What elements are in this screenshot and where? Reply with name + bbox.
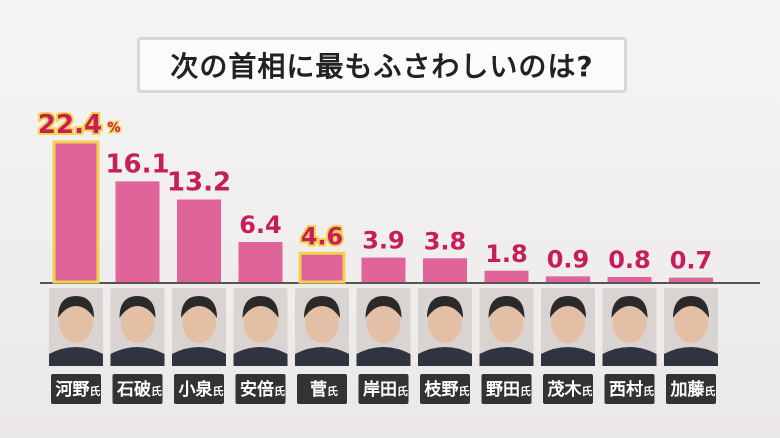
name-tag-4	[297, 374, 347, 404]
bar-0	[52, 140, 100, 284]
bar-9	[607, 277, 652, 282]
name-tag-7	[481, 374, 532, 404]
portrait-suit-3	[233, 347, 288, 366]
value-label-6: 3.8	[424, 227, 467, 255]
name-tag-label-3: 安倍氏	[240, 379, 285, 400]
value-label-10: 0.7	[670, 247, 713, 275]
name-tag-0	[51, 374, 101, 404]
portrait-suit-10	[664, 347, 718, 366]
bar-3	[238, 242, 283, 282]
portrait-face-7	[489, 301, 524, 343]
bar-10	[669, 277, 713, 282]
portrait-suit-9	[602, 347, 657, 366]
value-label-0: 22.4	[38, 110, 102, 140]
portrait-hair-8	[550, 296, 586, 318]
portrait-hair-6	[427, 296, 463, 318]
value-label-4: 4.6	[301, 222, 344, 250]
bar-4	[298, 251, 346, 284]
portrait-suit-5	[356, 347, 411, 366]
portrait-suit-6	[418, 347, 472, 366]
name-tag-10	[666, 374, 716, 404]
portrait-face-6	[428, 301, 462, 343]
name-tag-9	[604, 374, 655, 404]
portrait-hair-1	[119, 296, 156, 318]
name-tag-5	[358, 374, 409, 404]
portrait-hair-9	[611, 296, 648, 318]
name-tag-label-5: 岸田氏	[363, 379, 408, 400]
portrait-suit-4	[295, 347, 349, 366]
portrait-hair-0	[58, 296, 94, 318]
portrait-hair-2	[181, 296, 217, 318]
name-tag-label-2: 小泉氏	[179, 379, 224, 400]
name-tag-3	[235, 374, 286, 404]
bar-5	[361, 257, 406, 282]
portrait-face-1	[120, 301, 155, 343]
value-label-3: 6.4	[239, 211, 282, 239]
bar-7	[484, 270, 529, 282]
bar-1	[115, 181, 160, 282]
value-label-5: 3.9	[362, 227, 405, 255]
name-tag-label-10: 加藤氏	[670, 380, 716, 400]
portrait-face-0	[59, 301, 93, 343]
portrait-hair-5	[365, 296, 402, 318]
value-label-9: 0.8	[608, 246, 651, 274]
portrait-suit-8	[541, 347, 595, 366]
chart-title: 次の首相に最もふさわしいのは?	[170, 50, 594, 83]
portrait-suit-7	[479, 347, 534, 366]
portrait-suit-1	[110, 347, 165, 366]
value-label-8: 0.9	[547, 245, 590, 273]
bar-6	[423, 258, 467, 282]
value-label-7: 1.8	[485, 240, 528, 268]
portrait-suit-2	[172, 347, 226, 366]
portrait-face-2	[182, 301, 216, 343]
value-label-2: 13.2	[167, 168, 231, 198]
name-tag-label-4: 菅氏	[310, 380, 338, 400]
name-tag-6	[420, 374, 470, 404]
value-label-1: 16.1	[105, 149, 169, 179]
name-tag-2	[174, 374, 224, 404]
portrait-face-4	[305, 301, 339, 343]
unit-label: %	[107, 121, 120, 136]
chart-title-box: 次の首相に最もふさわしいのは?	[137, 37, 627, 93]
name-tag-label-7: 野田氏	[486, 380, 531, 400]
portrait-hair-3	[242, 296, 279, 318]
name-tag-1	[112, 374, 163, 404]
portrait-suit-0	[49, 347, 103, 366]
portrait-face-5	[366, 301, 401, 343]
name-tag-label-8: 茂木氏	[548, 379, 593, 400]
portrait-face-3	[243, 301, 278, 343]
bar-2	[177, 199, 221, 282]
name-tag-8	[543, 374, 593, 404]
portrait-hair-4	[304, 296, 340, 318]
name-tag-label-9: 西村氏	[609, 379, 654, 400]
portrait-hair-7	[488, 296, 525, 318]
portrait-face-10	[674, 301, 708, 343]
name-tag-label-1: 石破氏	[116, 379, 162, 400]
portrait-face-8	[551, 301, 585, 343]
name-tag-label-6: 枝野氏	[425, 379, 470, 400]
name-tag-label-0: 河野氏	[56, 380, 101, 400]
portrait-face-9	[612, 301, 647, 343]
bar-8	[546, 276, 590, 282]
portrait-hair-10	[673, 296, 709, 318]
